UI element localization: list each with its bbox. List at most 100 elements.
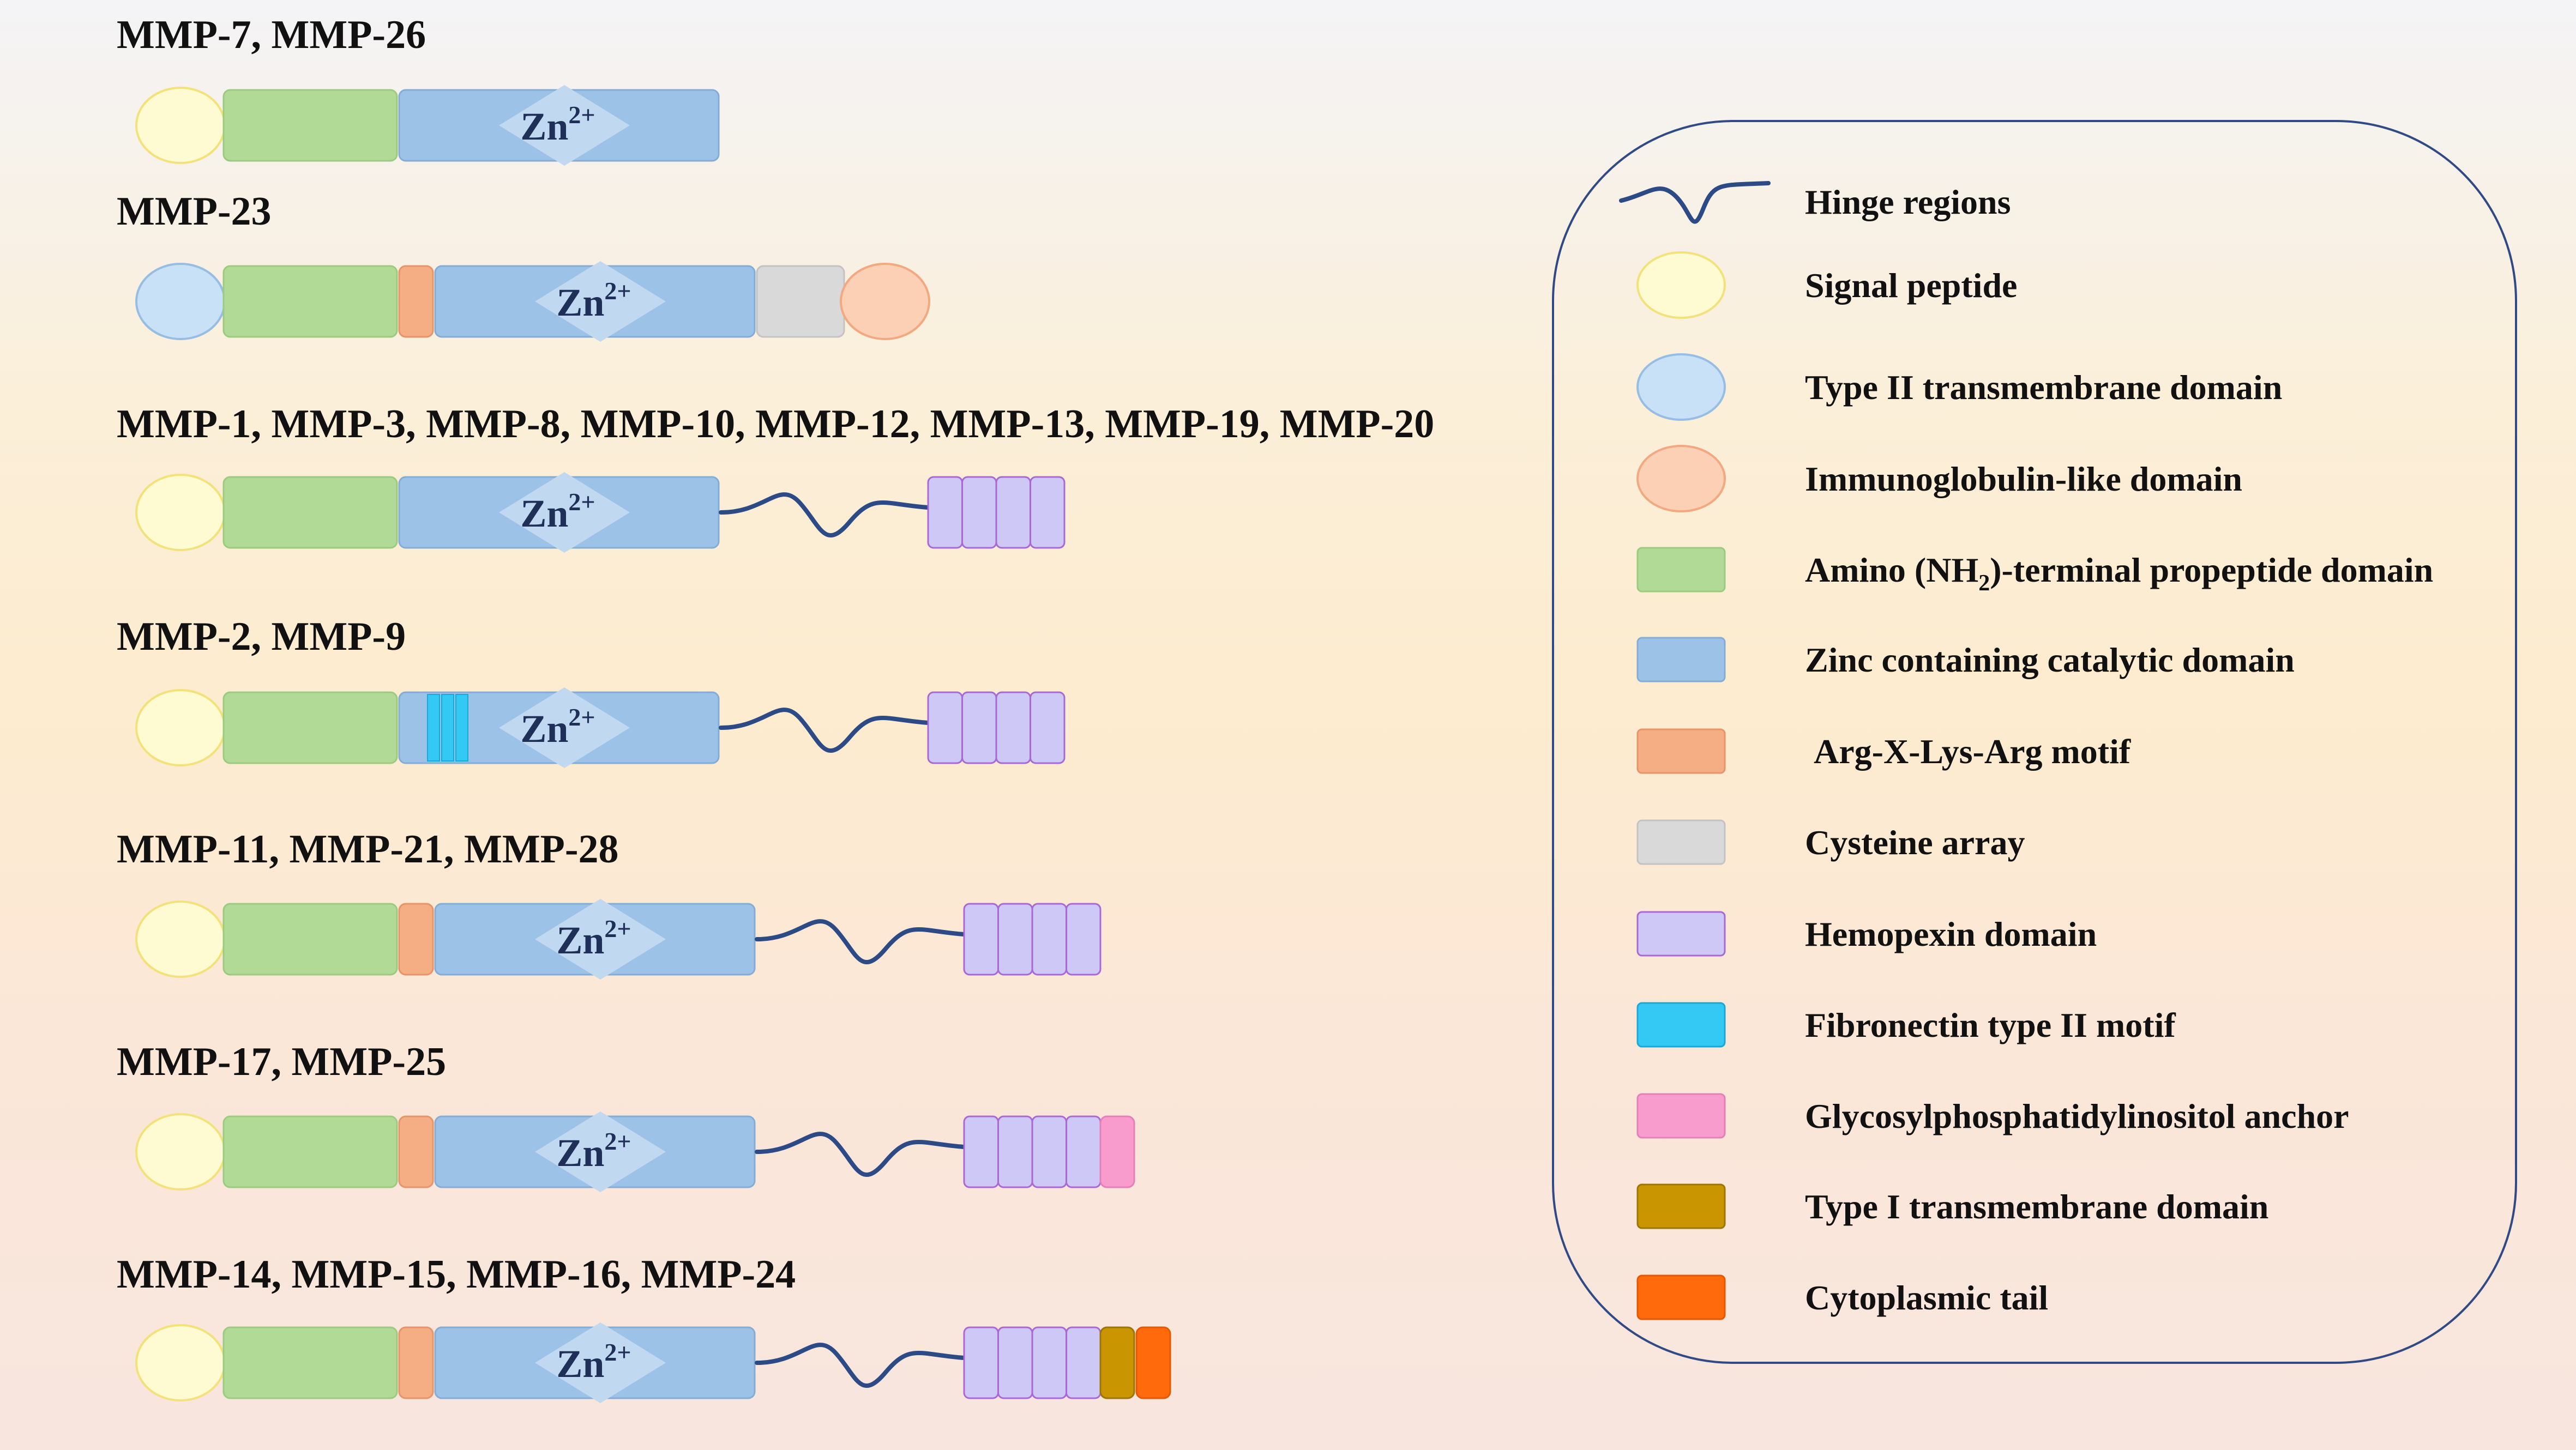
hinge-wave-icon (1619, 181, 1771, 224)
mmp-row-label: MMP-11, MMP-21, MMP-28 (117, 827, 619, 872)
legend-item-hinge: Hinge regions (1619, 181, 2011, 224)
hemopexin-blade (997, 1326, 1033, 1399)
hemopexin-blade (963, 1326, 999, 1399)
domain-propeptide (222, 691, 398, 764)
zinc-symbol: Zn (520, 707, 568, 751)
legend-label: Signal peptide (1805, 266, 2017, 305)
mmp-row-label: MMP-7, MMP-26 (117, 13, 426, 57)
domain-hemopexin (963, 903, 1102, 976)
mmp-row-label: MMP-17, MMP-25 (117, 1040, 446, 1084)
legend-item-cysteine: Cysteine array (1636, 819, 2025, 865)
zinc-ion-marker: Zn2+ (535, 261, 666, 342)
domain-hemopexin (927, 476, 1066, 549)
zinc-diamond-icon (535, 1322, 666, 1403)
legend-item-ig: Immunoglobulin-like domain (1636, 445, 2242, 512)
legend-label: Zinc containing catalytic domain (1805, 641, 2295, 679)
zinc-symbol: Zn (520, 492, 568, 535)
hemopexin-blade (1031, 1115, 1067, 1188)
zinc-ion-marker: Zn2+ (535, 1111, 666, 1192)
domain-hinge (719, 492, 930, 537)
domain-furin (398, 265, 434, 338)
typeI-swatch-icon (1636, 1183, 1726, 1229)
domain-signal (135, 1113, 226, 1191)
zinc-symbol: Zn (556, 919, 604, 962)
zinc-label: Zn2+ (556, 1127, 631, 1175)
propeptide-swatch-icon (1636, 547, 1726, 593)
fibronectin-repeat (455, 694, 468, 762)
cysteine-swatch-icon (1636, 819, 1726, 865)
zinc-ion-marker: Zn2+ (535, 899, 666, 980)
legend-item-cyto: Cytoplasmic tail (1636, 1274, 2048, 1320)
fibronectin-swatch-icon (1636, 1002, 1726, 1048)
mmp-row: MMP-17, MMP-25 Zn2+ (117, 1040, 1135, 1192)
zinc-charge: 2+ (604, 1338, 631, 1366)
ig-swatch-icon (1636, 445, 1726, 512)
legend-label: Type I transmembrane domain (1805, 1187, 2268, 1226)
domain-furin (398, 1115, 434, 1188)
zinc-charge: 2+ (568, 101, 595, 129)
hemopexin-blade (963, 903, 999, 976)
domain-furin (398, 1326, 434, 1399)
hemopexin-blade (995, 691, 1031, 764)
domain-gpi (1099, 1115, 1135, 1188)
domain-hemopexin (963, 1326, 1102, 1399)
domain-typeI (1099, 1326, 1135, 1399)
zinc-diamond-icon (499, 472, 630, 553)
zinc-label: Zn2+ (520, 101, 595, 148)
hemopexin-blade (995, 476, 1031, 549)
domain-propeptide (222, 89, 398, 162)
fibronectin-repeat (441, 694, 454, 762)
legend: Hinge regions Signal peptide Type II trans… (1552, 120, 2517, 1364)
domain-propeptide (222, 265, 398, 338)
gpi-swatch-icon (1636, 1093, 1726, 1139)
zinc-ion-marker: Zn2+ (499, 85, 630, 166)
legend-frame (1552, 120, 2517, 1364)
catalytic-swatch-icon (1636, 637, 1726, 682)
domain-propeptide (222, 903, 398, 976)
zinc-symbol: Zn (556, 1131, 604, 1175)
legend-label: Amino (NH2)-terminal propeptide domain (1805, 551, 2433, 596)
legend-label: Hinge regions (1805, 183, 2011, 221)
domain-propeptide (222, 1115, 398, 1188)
hemopexin-blade (963, 1115, 999, 1188)
legend-item-typeI: Type I transmembrane domain (1636, 1183, 2268, 1229)
domain-signal (135, 901, 226, 978)
zinc-charge: 2+ (568, 703, 595, 731)
zinc-charge: 2+ (604, 1127, 631, 1155)
zinc-diamond-icon (535, 1111, 666, 1192)
zinc-label: Zn2+ (556, 915, 631, 962)
domain-signal (135, 689, 226, 766)
hemopexin-blade (1030, 476, 1066, 549)
zinc-symbol: Zn (556, 1342, 604, 1386)
mmp-row: MMP-1, MMP-3, MMP-8, MMP-10, MMP-12, MMP… (117, 402, 1434, 553)
mmp-row: MMP-11, MMP-21, MMP-28 Zn2+ (117, 827, 1102, 980)
hemopexin-blade (1030, 691, 1066, 764)
legend-label: Hemopexin domain (1805, 915, 2097, 953)
domain-typeII (135, 263, 226, 340)
furin-swatch-icon (1636, 728, 1726, 774)
zinc-symbol: Zn (556, 281, 604, 324)
legend-item-signal: Signal peptide (1636, 251, 2017, 319)
mmp-row: MMP-23 Zn2+ (117, 189, 930, 342)
zinc-symbol: Zn (520, 105, 568, 148)
legend-item-fibronectin: Fibronectin type II motif (1636, 1002, 2176, 1048)
domain-fibronectin (427, 694, 468, 762)
hemopexin-blade (927, 691, 963, 764)
hemopexin-blade (1066, 903, 1102, 976)
legend-item-hemopexin: Hemopexin domain (1636, 911, 2097, 957)
mmp-row: MMP-14, MMP-15, MMP-16, MMP-24 Zn2+ (117, 1252, 1171, 1403)
legend-label: Glycosylphosphatidylinositol anchor (1805, 1097, 2349, 1135)
mmp-row: MMP-7, MMP-26 Zn2+ (117, 13, 720, 166)
hemopexin-blade (997, 903, 1033, 976)
zinc-charge: 2+ (568, 488, 595, 516)
zinc-ion-marker: Zn2+ (535, 1322, 666, 1403)
domain-signal (135, 474, 226, 551)
legend-label-part: Amino (NH (1805, 551, 1978, 589)
zinc-diamond-icon (499, 687, 630, 768)
hemopexin-blade (961, 476, 997, 549)
zinc-ion-marker: Zn2+ (499, 472, 630, 553)
domain-hinge (755, 1132, 966, 1177)
legend-item-gpi: Glycosylphosphatidylinositol anchor (1636, 1093, 2349, 1139)
